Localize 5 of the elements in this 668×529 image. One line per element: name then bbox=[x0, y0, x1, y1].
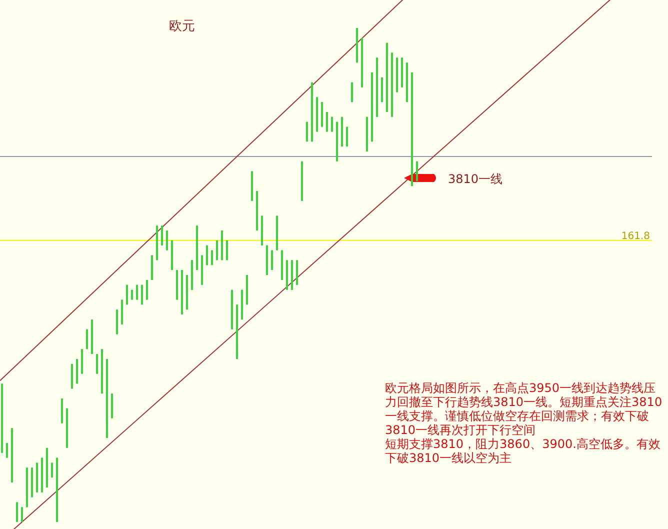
text: 3810一线 bbox=[448, 172, 503, 186]
text: 161.8 bbox=[621, 231, 650, 242]
chart-title: 欧元 bbox=[169, 19, 195, 34]
annotation: 欧元格局如图所示，在高点3950一线到达趋势线压力回撤至下行趋势线3810一线。短期重点关注3810一线支撑。谨慎低位做空存在回测需求；有效下破3810一线再次打开下行空间 bbox=[385, 381, 663, 437]
annotation: 短期支撑3810，阻力3860、3900.高空低多。有效下破3810一线以空为主 bbox=[385, 437, 662, 465]
